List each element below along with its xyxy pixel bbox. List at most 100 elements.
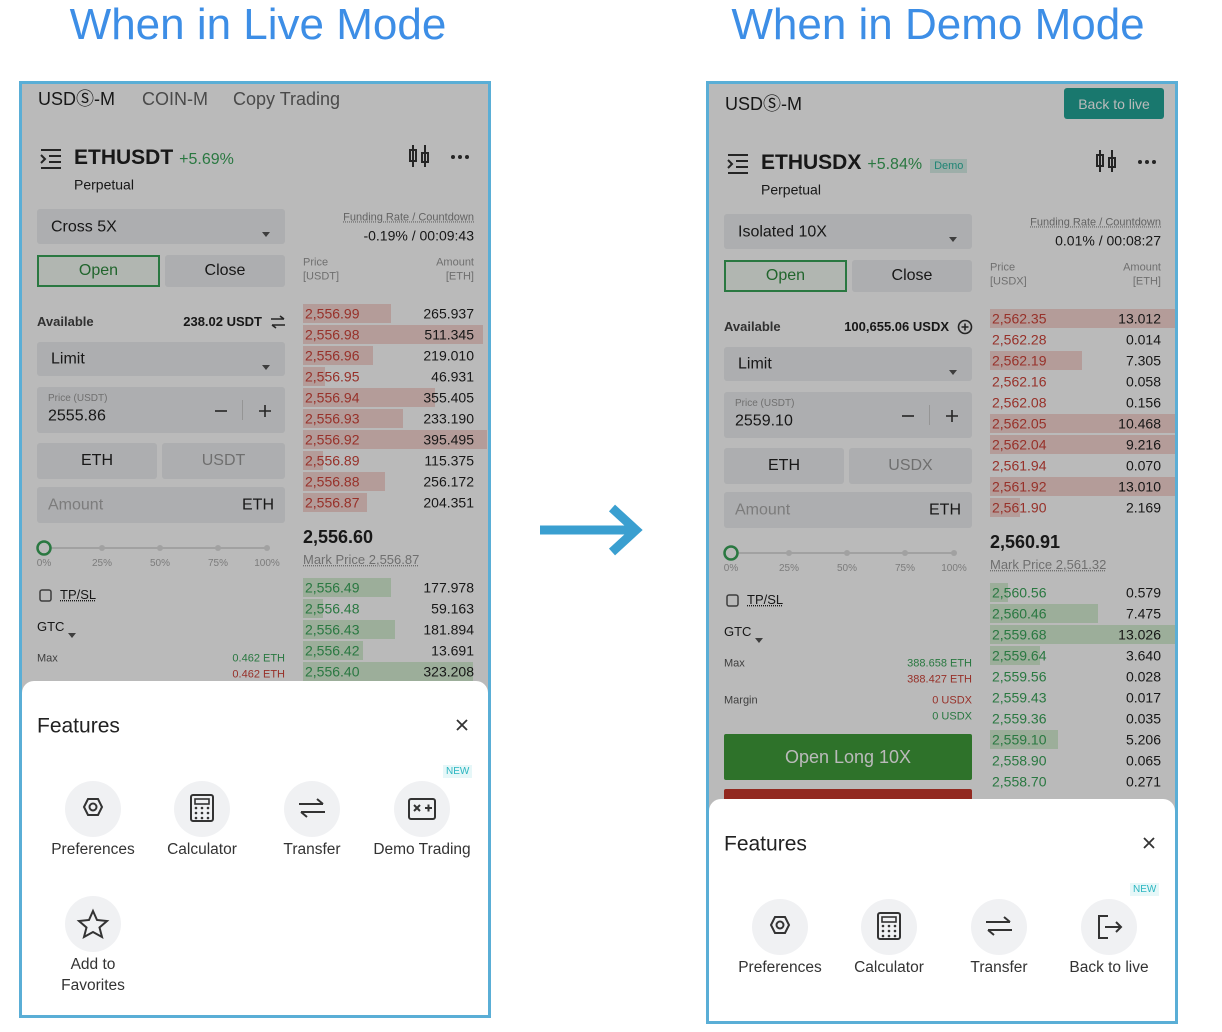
bid-depth (990, 625, 1175, 644)
unit-quote[interactable]: USDX (849, 448, 972, 484)
caret-svg (262, 232, 270, 237)
margin-mode-select[interactable]: Cross 5X (37, 209, 285, 244)
bid-price: 2,559.10 (992, 731, 1047, 748)
unit-quote[interactable]: USDT (162, 443, 285, 479)
feature-icon-svg (76, 908, 110, 940)
feature-label[interactable]: Preferences (51, 841, 135, 858)
feature-icon[interactable] (65, 781, 121, 837)
feature-icon[interactable] (861, 899, 917, 955)
new-badge: NEW (1130, 883, 1160, 896)
bid-depth (303, 641, 363, 660)
features-sheet: Features Preferences Calculator Transfer Dem… (22, 681, 488, 1015)
caret-svg (755, 638, 763, 643)
caret (949, 362, 957, 380)
price-value: 2559.10 (735, 412, 793, 430)
amount-input[interactable]: Amount ETH (724, 492, 972, 528)
feature-label[interactable]: Demo Trading (373, 841, 471, 858)
feature-label[interactable]: Back to live (1069, 959, 1149, 976)
arrow (540, 504, 643, 556)
slider-label: 0% (36, 558, 52, 569)
bid-price: 2,556.43 (305, 621, 360, 638)
amount-unit: ETH (929, 501, 961, 519)
feature-icon[interactable] (971, 899, 1027, 955)
symbol: ETHUSDX (761, 151, 862, 174)
ask-price: 2,556.92 (305, 431, 360, 448)
amount-header: Amount (436, 256, 474, 269)
feature-icon[interactable] (752, 899, 808, 955)
tpsl: TP/SL (60, 587, 97, 603)
close-tab[interactable]: Close (165, 255, 285, 287)
bid-price: 2,556.40 (305, 663, 360, 680)
slider-label: 50% (149, 558, 171, 569)
plus (946, 409, 958, 427)
slider-label: 100% (941, 563, 967, 574)
funding-label: Funding Rate / Countdown (1030, 216, 1161, 229)
feature-label[interactable]: Preferences (738, 959, 822, 976)
ask-amount: 7.305 (1125, 352, 1161, 369)
demo-title: When in Demo Mode (731, 0, 1145, 49)
bid-depth (303, 662, 473, 681)
feature-icon[interactable] (65, 896, 121, 952)
feature-label[interactable]: Calculator (167, 841, 237, 858)
minus-svg (215, 410, 227, 412)
checkbox (39, 589, 52, 607)
bid-price: 2,556.48 (305, 600, 360, 617)
unit-eth[interactable]: ETH (724, 448, 844, 484)
slider-label: 75% (894, 563, 916, 574)
back-to-live-button[interactable]: Back to live (1064, 88, 1164, 119)
feature-label[interactable]: Transfer (283, 841, 341, 858)
caret (262, 224, 270, 242)
caret (755, 630, 763, 648)
feature-icon[interactable] (394, 781, 450, 837)
bid-price: 2,556.49 (305, 579, 360, 596)
bid-amount: 323.208 (423, 663, 474, 680)
price-input[interactable]: Price (USDT) 2559.10 (724, 392, 972, 438)
unit-eth[interactable]: ETH (37, 443, 157, 479)
bid-amount: 0.028 (1125, 668, 1161, 685)
feature-label[interactable]: Add to Favorites (61, 956, 125, 994)
ask-amount: 0.014 (1125, 331, 1161, 348)
feature-icon-svg (299, 798, 325, 818)
ask-amount: 204.351 (423, 494, 474, 511)
slider-label: 75% (207, 558, 229, 569)
tab: COIN-M (142, 89, 208, 110)
ask-amount: 355.405 (423, 389, 474, 406)
chart-icon (408, 144, 430, 173)
menu-icon (726, 153, 750, 180)
feature-icon[interactable] (1081, 899, 1137, 955)
amount-input[interactable]: Amount ETH (37, 487, 285, 523)
bid-price: 2,558.70 (992, 773, 1047, 790)
ask-price: 2,562.05 (992, 415, 1047, 432)
close-tab[interactable]: Close (852, 260, 972, 292)
available-icon (957, 319, 973, 340)
close-icon[interactable] (456, 718, 468, 736)
available-icon-svg (957, 319, 973, 335)
bid-amount: 0.065 (1125, 752, 1161, 769)
feature-icon[interactable] (174, 781, 230, 837)
margin-mode-select[interactable]: Isolated 10X (724, 214, 972, 249)
close-icon[interactable] (1143, 836, 1155, 854)
feature-label[interactable]: Transfer (970, 959, 1028, 976)
price-value: 2555.86 (48, 407, 106, 425)
more-icon (1137, 155, 1157, 173)
bid-depth (990, 646, 1040, 665)
bid-depth (990, 583, 1008, 602)
ask-amount: 13.012 (1118, 310, 1161, 327)
chart-icon-svg (409, 145, 429, 167)
bid-amount: 177.978 (423, 579, 474, 596)
order-type-select[interactable]: Limit (37, 342, 285, 376)
open-long-button[interactable]: Open Long 10X (724, 734, 972, 780)
ask-price: 2,556.88 (305, 473, 360, 490)
minus-svg (902, 415, 914, 417)
live-title: When in Live Mode (69, 0, 447, 49)
open-tab[interactable]: Open (724, 260, 847, 292)
price-input[interactable]: Price (USDT) 2555.86 (37, 387, 285, 433)
ask-price: 2,562.04 (992, 436, 1047, 453)
open-tab[interactable]: Open (37, 255, 160, 287)
divider-svg (929, 405, 930, 425)
feature-label[interactable]: Calculator (854, 959, 924, 976)
chart-icon (1095, 149, 1117, 178)
plus-svg (946, 410, 958, 422)
feature-icon[interactable] (284, 781, 340, 837)
order-type-select[interactable]: Limit (724, 347, 972, 381)
